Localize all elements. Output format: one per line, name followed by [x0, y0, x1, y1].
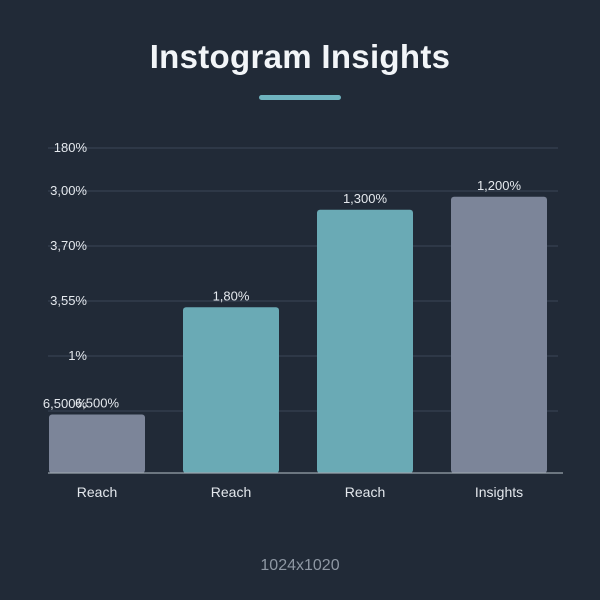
y-tick-label: 3,00%: [50, 183, 87, 198]
y-tick-label: 180%: [54, 140, 88, 155]
x-tick-label: Insights: [475, 484, 523, 500]
x-tick-label: Reach: [77, 484, 117, 500]
y-tick-label: 3,55%: [50, 293, 87, 308]
data-label: 6,500%: [75, 396, 120, 411]
y-tick-label: 3,70%: [50, 238, 87, 253]
chart-title: Instogram Insights: [149, 38, 451, 75]
bar-2: [183, 307, 279, 473]
data-label: 1,80%: [213, 288, 250, 303]
bar-1: [49, 414, 145, 473]
title-underline: [259, 95, 341, 100]
bar-4: [451, 196, 547, 473]
x-tick-label: Reach: [345, 484, 385, 500]
x-tick-label: Reach: [211, 484, 251, 500]
footer-caption: 1024x1020: [260, 557, 340, 574]
data-label: 1,300%: [343, 191, 388, 206]
data-label: 1,200%: [477, 178, 522, 193]
bar-3: [317, 209, 413, 473]
y-tick-label: 6,500%: [43, 396, 88, 411]
y-tick-label: 1%: [68, 348, 87, 363]
